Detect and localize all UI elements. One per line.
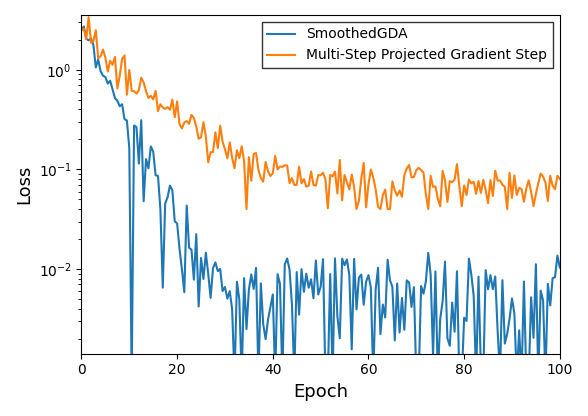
SmoothedGDA bbox=[556, 265, 563, 270]
Legend: SmoothedGDA, Multi-Step Projected Gradient Step: SmoothedGDA, Multi-Step Projected Gradie… bbox=[262, 22, 553, 68]
Multi-Step Projected Gradient Step bbox=[123, 92, 131, 97]
SmoothedGDA bbox=[341, 262, 348, 267]
X-axis label: Epoch: Epoch bbox=[293, 383, 348, 401]
SmoothedGDA bbox=[520, 279, 527, 284]
Y-axis label: Loss: Loss bbox=[15, 165, 33, 204]
Multi-Step Projected Gradient Step bbox=[556, 176, 563, 181]
Multi-Step Projected Gradient Step bbox=[78, 27, 85, 32]
Line: Multi-Step Projected Gradient Step: Multi-Step Projected Gradient Step bbox=[82, 17, 560, 209]
SmoothedGDA bbox=[123, 118, 131, 123]
Multi-Step Projected Gradient Step bbox=[243, 207, 250, 212]
SmoothedGDA bbox=[81, 24, 88, 29]
SmoothedGDA bbox=[78, 27, 85, 32]
SmoothedGDA bbox=[83, 36, 90, 41]
Multi-Step Projected Gradient Step bbox=[85, 15, 92, 20]
SmoothedGDA bbox=[283, 256, 290, 261]
Multi-Step Projected Gradient Step bbox=[283, 163, 290, 168]
Line: SmoothedGDA: SmoothedGDA bbox=[82, 27, 560, 378]
Multi-Step Projected Gradient Step bbox=[258, 176, 265, 181]
Multi-Step Projected Gradient Step bbox=[341, 173, 348, 178]
Multi-Step Projected Gradient Step bbox=[81, 26, 88, 31]
Multi-Step Projected Gradient Step bbox=[520, 199, 527, 204]
SmoothedGDA bbox=[258, 281, 265, 286]
SmoothedGDA bbox=[128, 376, 135, 381]
